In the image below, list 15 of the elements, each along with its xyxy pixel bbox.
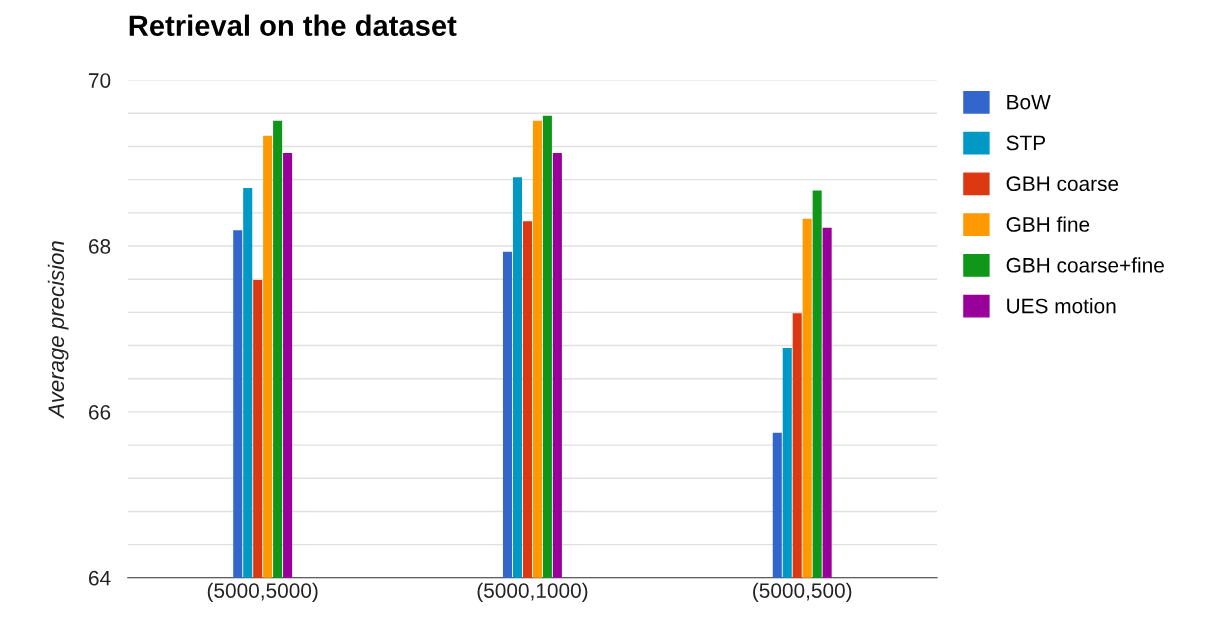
y-tick-label: 66 <box>89 404 111 420</box>
legend-label: GBH coarse <box>1006 176 1119 192</box>
legend-label: STP <box>1006 135 1046 151</box>
legend-label: GBH fine <box>1006 216 1090 232</box>
x-tick-label: (5000,1000) <box>477 582 588 603</box>
y-tick-label: 68 <box>89 239 111 254</box>
legend-label: BoW <box>1007 94 1051 110</box>
y-axis-title: Average precision <box>47 241 69 419</box>
legend-label: GBH coarse+fine <box>1006 257 1164 273</box>
y-tick-label: 64 <box>89 570 111 586</box>
chart-title: Retrieval on the dataset <box>129 14 457 36</box>
legend-label: UES motion <box>1007 298 1116 314</box>
y-tick-label: 70 <box>89 73 111 88</box>
x-tick-label: (5000,5000) <box>207 582 318 603</box>
x-tick-label: (5000,500) <box>753 582 852 603</box>
